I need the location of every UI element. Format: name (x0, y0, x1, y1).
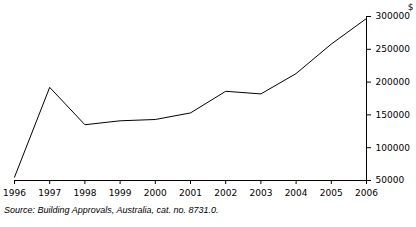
svg-text:100000: 100000 (376, 143, 411, 153)
svg-text:50000: 50000 (376, 175, 405, 185)
svg-text:200000: 200000 (376, 77, 411, 87)
svg-text:2005: 2005 (320, 188, 343, 198)
svg-text:2004: 2004 (285, 188, 308, 198)
svg-text:1996: 1996 (3, 188, 26, 198)
svg-text:250000: 250000 (376, 44, 411, 54)
svg-text:2000: 2000 (144, 188, 167, 198)
svg-text:2001: 2001 (179, 188, 202, 198)
svg-text:1997: 1997 (38, 188, 61, 198)
svg-text:1999: 1999 (109, 188, 132, 198)
html-text:Source: Building Approvals, Au: Source: Building Approvals, Australia, c… (4, 205, 219, 215)
svg-text:300000: 300000 (376, 11, 411, 21)
svg-text:$: $ (408, 2, 414, 12)
svg-text:150000: 150000 (376, 110, 411, 120)
svg-text:2003: 2003 (249, 188, 272, 198)
svg-text:2006: 2006 (355, 188, 378, 198)
svg-text:2002: 2002 (214, 188, 237, 198)
svg-text:1998: 1998 (73, 188, 96, 198)
